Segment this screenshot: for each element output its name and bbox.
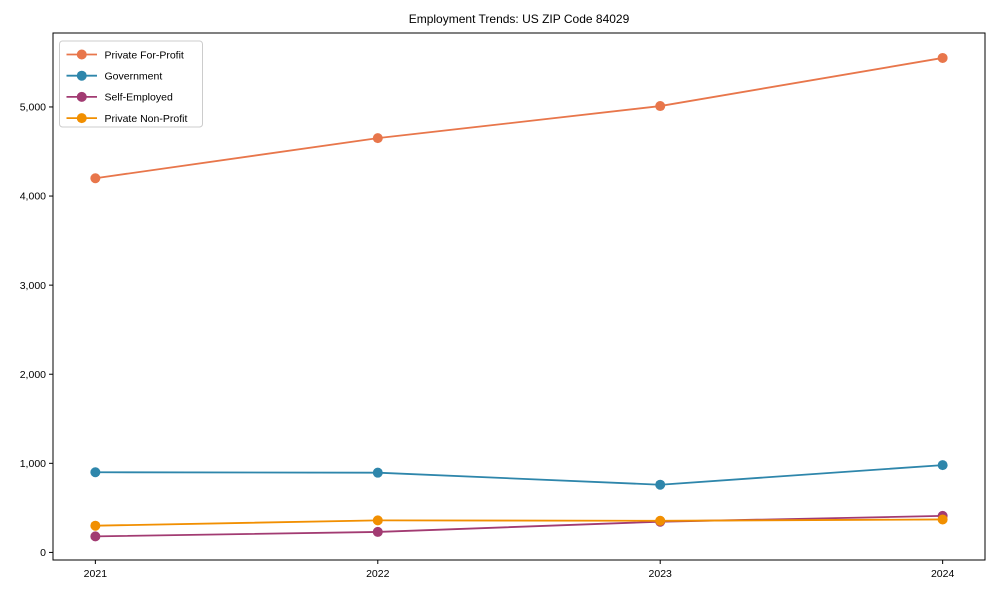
- data-point-marker: [90, 173, 101, 184]
- x-tick-label: 2023: [649, 568, 673, 580]
- series-private-non-profit: [90, 514, 948, 531]
- y-tick-label: 1,000: [20, 458, 46, 470]
- x-tick-label: 2021: [84, 568, 108, 580]
- legend-marker-icon: [76, 49, 87, 60]
- legend-item: Self-Employed: [66, 91, 173, 104]
- data-point-marker: [372, 515, 383, 526]
- x-axis: 2021 2022 2023 2024: [84, 560, 955, 580]
- series-line: [95, 518, 943, 527]
- data-point-marker: [372, 467, 383, 478]
- y-axis: 0 1,000 2,000 3,000 4,000 5,000: [20, 102, 53, 559]
- legend-label: Self-Employed: [105, 92, 173, 104]
- legend-marker-icon: [76, 70, 87, 81]
- y-tick-label: 3,000: [20, 280, 46, 292]
- legend: Private For-Profit Government Self-Employe…: [59, 40, 203, 128]
- y-tick-label: 0: [40, 547, 46, 559]
- legend-item: Government: [66, 70, 163, 83]
- y-tick-label: 2,000: [20, 369, 46, 381]
- data-point-marker: [655, 101, 666, 112]
- legend-label: Government: [105, 71, 163, 83]
- legend-label: Private Non-Profit: [105, 113, 188, 125]
- series-self-employed: [90, 510, 948, 542]
- series-line: [95, 514, 943, 538]
- series-private-for-profit: [90, 52, 948, 184]
- series-line: [95, 57, 943, 180]
- data-point-marker: [937, 52, 948, 63]
- data-point-marker: [937, 514, 948, 525]
- x-tick-label: 2024: [931, 568, 955, 580]
- plot-border: [52, 32, 986, 561]
- data-point-marker: [655, 515, 666, 526]
- legend-label: Private For-Profit: [105, 49, 184, 61]
- data-point-marker: [90, 531, 101, 542]
- data-point-marker: [372, 133, 383, 144]
- legend-item: Private Non-Profit: [66, 113, 188, 125]
- series-line: [95, 464, 943, 486]
- data-point-marker: [937, 460, 948, 471]
- legend-marker-icon: [76, 91, 87, 102]
- data-point-marker: [372, 526, 383, 537]
- data-point-marker: [90, 467, 101, 478]
- legend-box: [59, 40, 203, 128]
- y-tick-label: 5,000: [20, 102, 46, 114]
- x-tick-label: 2022: [366, 568, 390, 580]
- data-point-marker: [655, 479, 666, 490]
- data-point-marker: [90, 520, 101, 531]
- chart-title: Employment Trends: US ZIP Code 84029: [408, 12, 630, 26]
- series-government: [90, 460, 948, 490]
- legend-marker-icon: [76, 113, 87, 124]
- y-tick-label: 4,000: [20, 191, 46, 203]
- legend-item: Private For-Profit: [66, 49, 184, 61]
